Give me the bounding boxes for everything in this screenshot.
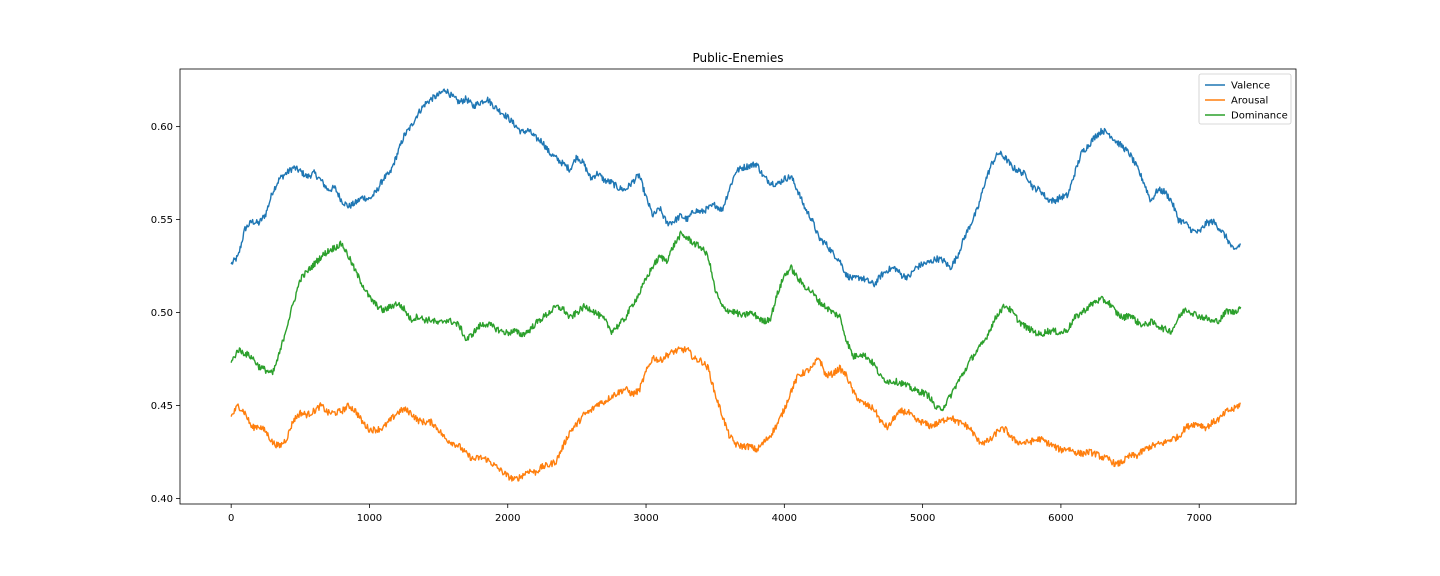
legend-label-arousal: Arousal — [1231, 96, 1268, 107]
plot-frame — [179, 68, 1297, 505]
legend-label-dominance: Dominance — [1231, 111, 1288, 122]
series-layer — [230, 88, 1242, 482]
x-tick-label: 1000 — [357, 513, 382, 524]
y-tick-label: 0.60 — [151, 122, 173, 133]
y-tick-label: 0.55 — [151, 215, 173, 226]
x-tick-label: 2000 — [495, 513, 520, 524]
chart-title: Public-Enemies — [692, 51, 783, 65]
x-tick-label: 4000 — [772, 513, 797, 524]
series-line-valence — [230, 88, 1242, 288]
legend-box — [1198, 73, 1292, 125]
y-tick-label: 0.45 — [151, 401, 173, 412]
legend: Valence Arousal Dominance — [1198, 73, 1292, 125]
y-tick-label: 0.40 — [151, 494, 173, 505]
legend-label-valence: Valence — [1231, 81, 1270, 92]
x-tick-label: 0 — [228, 513, 234, 524]
x-tick-label: 5000 — [910, 513, 935, 524]
x-axis: 0 1000 2000 3000 4000 5000 6000 7000 — [228, 504, 1212, 524]
series-line-dominance — [230, 230, 1242, 412]
y-axis: 0.40 0.45 0.50 0.55 0.60 — [151, 122, 180, 505]
x-tick-label: 7000 — [1186, 513, 1211, 524]
y-tick-label: 0.50 — [151, 308, 173, 319]
series-line-arousal — [230, 346, 1242, 482]
x-tick-label: 3000 — [633, 513, 658, 524]
x-tick-label: 6000 — [1048, 513, 1073, 524]
